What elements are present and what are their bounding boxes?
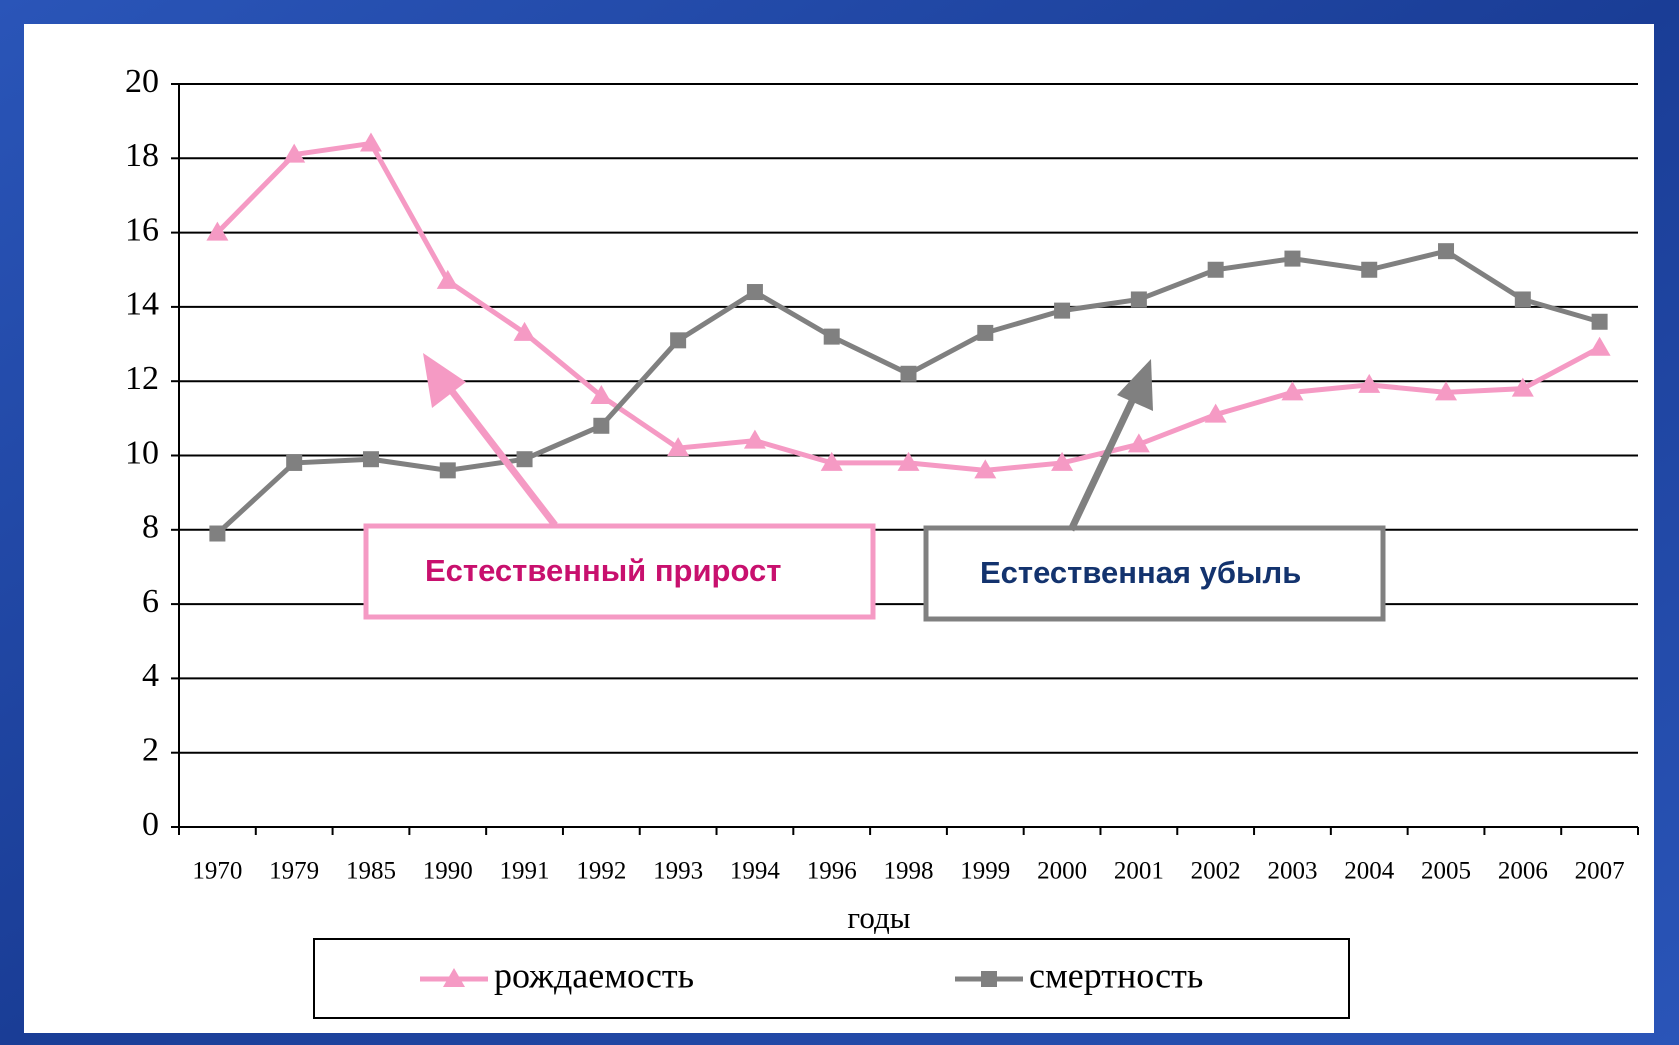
y-tick-label: 14 bbox=[125, 286, 159, 323]
marker bbox=[1588, 336, 1611, 356]
x-tick-label: 2005 bbox=[1421, 858, 1471, 885]
marker bbox=[1591, 313, 1608, 330]
marker bbox=[974, 459, 997, 479]
x-tick-label: 1994 bbox=[730, 858, 781, 885]
marker bbox=[359, 132, 382, 152]
marker bbox=[1207, 261, 1224, 278]
marker bbox=[1127, 433, 1150, 453]
marker bbox=[443, 968, 465, 987]
marker bbox=[209, 525, 226, 542]
marker bbox=[362, 451, 379, 468]
y-tick-label: 18 bbox=[125, 137, 159, 174]
marker bbox=[981, 971, 997, 987]
marker bbox=[1511, 377, 1534, 397]
arrow bbox=[1067, 359, 1153, 532]
marker bbox=[1281, 381, 1304, 401]
arrow bbox=[423, 353, 558, 528]
y-tick-label: 12 bbox=[125, 360, 159, 397]
marker bbox=[1284, 250, 1301, 267]
legend-label: смертность bbox=[1029, 955, 1203, 995]
x-tick-label: 1993 bbox=[653, 858, 703, 885]
marker bbox=[590, 385, 613, 405]
marker bbox=[820, 451, 843, 471]
x-tick-label: 2000 bbox=[1037, 858, 1087, 885]
marker bbox=[436, 269, 459, 289]
x-tick-label: 2001 bbox=[1114, 858, 1164, 885]
y-tick-label: 0 bbox=[142, 806, 159, 843]
annotation-box bbox=[363, 523, 876, 620]
marker bbox=[977, 324, 994, 341]
marker bbox=[823, 328, 840, 345]
x-tick-label: 1991 bbox=[500, 858, 550, 885]
marker bbox=[667, 437, 690, 457]
y-tick-label: 6 bbox=[142, 583, 159, 620]
marker bbox=[1435, 381, 1458, 401]
y-tick-label: 8 bbox=[142, 509, 159, 546]
marker bbox=[900, 365, 917, 382]
x-axis-label: годы bbox=[847, 900, 910, 935]
marker bbox=[283, 143, 306, 163]
annotation: Естественный прирост bbox=[425, 553, 781, 588]
marker bbox=[516, 451, 533, 468]
marker bbox=[1051, 451, 1074, 471]
marker bbox=[206, 221, 229, 241]
x-tick-label: 2002 bbox=[1191, 858, 1241, 885]
legend-label: рождаемость bbox=[494, 955, 694, 995]
marker bbox=[439, 462, 456, 479]
marker bbox=[1361, 261, 1378, 278]
marker bbox=[670, 332, 687, 349]
marker bbox=[1204, 403, 1227, 423]
x-tick-label: 1996 bbox=[807, 858, 857, 885]
annotation-box bbox=[923, 525, 1386, 622]
y-tick-label: 4 bbox=[142, 657, 159, 694]
y-tick-label: 16 bbox=[125, 211, 159, 248]
marker bbox=[1438, 243, 1455, 260]
x-tick-label: 1998 bbox=[884, 858, 934, 885]
x-tick-label: 2006 bbox=[1498, 858, 1548, 885]
annotation: Естественная убыль bbox=[980, 555, 1301, 590]
marker bbox=[743, 429, 766, 449]
x-tick-label: 1985 bbox=[346, 858, 396, 885]
marker bbox=[513, 321, 536, 341]
x-tick-label: 1990 bbox=[423, 858, 473, 885]
x-tick-label: 1979 bbox=[269, 858, 319, 885]
marker bbox=[1130, 291, 1147, 308]
marker bbox=[746, 284, 763, 301]
y-tick-label: 20 bbox=[125, 63, 159, 100]
y-tick-label: 10 bbox=[125, 434, 159, 471]
marker bbox=[286, 454, 303, 471]
marker bbox=[1514, 291, 1531, 308]
x-tick-label: 1999 bbox=[960, 858, 1010, 885]
x-tick-label: 1992 bbox=[576, 858, 626, 885]
x-tick-label: 2003 bbox=[1267, 858, 1317, 885]
marker bbox=[1054, 302, 1071, 319]
x-tick-label: 2007 bbox=[1575, 858, 1625, 885]
x-tick-label: 2004 bbox=[1344, 858, 1395, 885]
x-tick-label: 1970 bbox=[192, 858, 242, 885]
marker bbox=[1358, 373, 1381, 393]
plot: 0 2 4 6 8 10 12 14 16 18 20 1970 1979 1985 1990 1991 199… bbox=[125, 63, 1639, 885]
y-tick-label: 2 bbox=[142, 731, 159, 768]
marker bbox=[593, 417, 610, 434]
marker bbox=[897, 451, 920, 471]
